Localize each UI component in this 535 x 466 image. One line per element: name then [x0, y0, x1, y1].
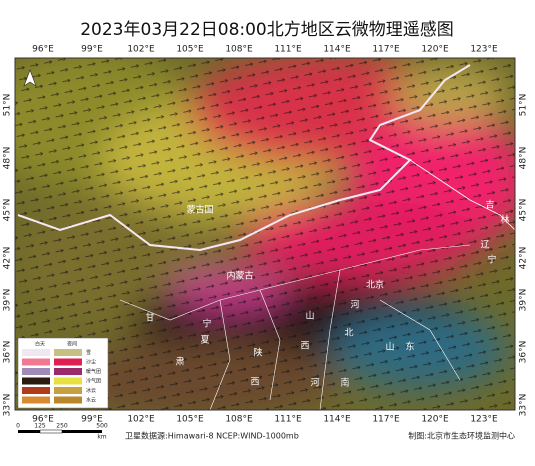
lon-label: 99°E — [81, 45, 103, 55]
place-label: 宁 — [487, 254, 496, 266]
lat-label: 51°N — [519, 94, 529, 117]
title: 2023年03月22日08:00北方地区云微物理遥感图 — [80, 20, 454, 40]
place-label: 北 — [344, 328, 353, 339]
legend-swatch — [54, 377, 82, 385]
legend-swatch — [22, 377, 50, 385]
north-arrow — [23, 69, 37, 87]
lon-label: 105°E — [176, 415, 204, 425]
lat-label: 39°N — [3, 289, 13, 312]
lon-label: 111°E — [274, 45, 302, 55]
scale-label: 125 — [34, 423, 46, 430]
lon-label: 102°E — [127, 415, 155, 425]
place-label: 西 — [250, 377, 259, 388]
lat-label: 33°N — [3, 394, 13, 417]
place-label: 东 — [405, 341, 414, 353]
legend-swatch — [22, 368, 50, 375]
place-label: 河 — [310, 377, 319, 389]
place-label: 宁 — [202, 318, 211, 330]
footer-credit: 制图:北京市生态环境监测中心 — [408, 431, 515, 441]
lon-label: 102°E — [127, 45, 155, 55]
scale-label: 500 — [96, 423, 108, 430]
legend-label: 雪 — [86, 350, 91, 356]
lat-label: 48°N — [519, 147, 529, 170]
place-label: 辽 — [480, 240, 489, 251]
legend-swatch — [22, 349, 50, 356]
legend-swatch — [22, 387, 50, 394]
legend-swatch — [54, 368, 82, 375]
lon-label: 117°E — [372, 45, 400, 55]
legend-swatch — [22, 358, 50, 366]
lon-label: 120°E — [421, 415, 449, 425]
lat-label: 39°N — [519, 289, 529, 312]
lon-label: 114°E — [323, 415, 351, 425]
lon-label: 96°E — [32, 415, 54, 425]
lon-label: 99°E — [81, 415, 103, 425]
legend-label: 沙尘 — [86, 359, 96, 366]
lat-label: 48°N — [3, 147, 13, 170]
lat-label: 45°N — [519, 199, 529, 222]
place-label: 陕 — [253, 347, 262, 359]
place-label: 蒙古国 — [186, 204, 213, 216]
lat-label: 42°N — [3, 247, 13, 270]
lon-label: 123°E — [470, 415, 498, 425]
lat-label: 33°N — [519, 394, 529, 417]
lon-label: 123°E — [470, 45, 498, 55]
lon-label: 114°E — [323, 45, 351, 55]
legend-label: 暖气团 — [86, 368, 101, 375]
place-label: 山 — [385, 342, 394, 353]
legend-swatch — [54, 396, 82, 404]
place-label: 内蒙古 — [226, 270, 253, 282]
lon-label: 108°E — [225, 415, 253, 425]
place-label: 南 — [340, 377, 349, 389]
place-label: 山 — [305, 311, 314, 322]
place-label: 河 — [350, 299, 359, 311]
legend-swatch — [54, 358, 82, 366]
scale-unit: km — [97, 434, 106, 441]
legend-label: 冷气团 — [86, 378, 101, 385]
place-label: 夏 — [200, 335, 209, 346]
place-label: 西 — [300, 341, 309, 352]
legend-swatch — [54, 387, 82, 394]
lat-label: 51°N — [3, 94, 13, 117]
legend-swatch — [54, 349, 82, 356]
lat-label: 36°N — [3, 341, 13, 364]
place-label: 北京 — [366, 279, 384, 291]
map-frame — [14, 57, 516, 411]
scale-label: 250 — [56, 423, 68, 430]
footer-source: 卫星数据源:Himawari-8 NCEP:WIND-1000mb — [125, 431, 299, 441]
lon-label: 105°E — [176, 45, 204, 55]
legend-label: 水云 — [86, 397, 96, 404]
lon-label: 120°E — [421, 45, 449, 55]
scale-bar — [18, 429, 102, 434]
legend-header: 白天 — [35, 341, 45, 348]
lon-label: 117°E — [372, 415, 400, 425]
lon-label: 96°E — [32, 45, 54, 55]
legend-label: 冰云 — [86, 387, 96, 394]
satellite-image — [15, 58, 515, 410]
lat-label: 36°N — [519, 341, 529, 364]
legend-header: 夜间 — [67, 341, 77, 348]
place-label: 肃 — [175, 356, 184, 368]
lat-label: 45°N — [3, 199, 13, 222]
place-label: 林 — [500, 214, 509, 226]
lat-label: 42°N — [519, 247, 529, 270]
scale-label: 0 — [16, 423, 20, 430]
place-label: 甘 — [145, 312, 154, 324]
lon-label: 108°E — [225, 45, 253, 55]
lon-label: 111°E — [274, 415, 302, 425]
place-label: 吉 — [485, 200, 494, 211]
legend-swatch — [22, 396, 50, 404]
